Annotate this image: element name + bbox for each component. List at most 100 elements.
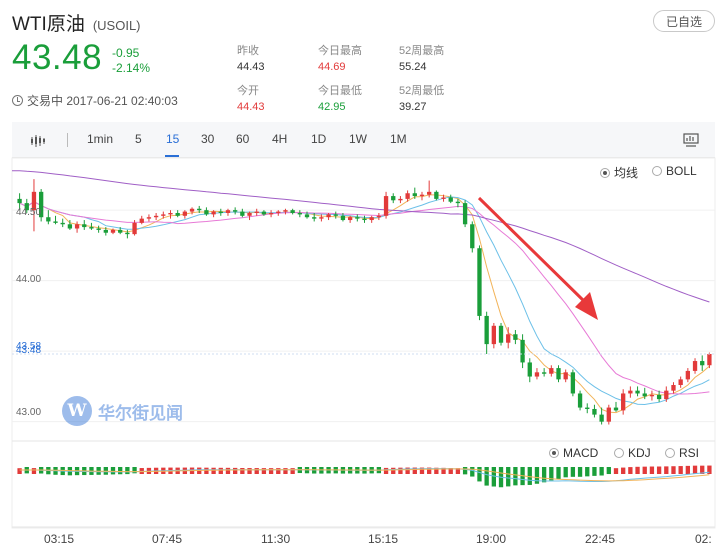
candle-body — [312, 217, 317, 219]
y-tick-label: 43.58 — [16, 341, 42, 352]
tab-interval-1m[interactable]: 1M — [390, 132, 407, 146]
candle-body — [60, 222, 65, 225]
tab-interval-60[interactable]: 60 — [236, 132, 250, 146]
candle-body — [570, 372, 576, 394]
status-time: 交易中 2017-06-21 02:40:03 — [27, 94, 178, 108]
candle-body — [685, 370, 691, 380]
candle-body — [175, 212, 180, 216]
candle-body — [240, 211, 245, 216]
radio-icon[interactable] — [600, 167, 610, 178]
candle-body — [534, 372, 540, 377]
stat-value: 44.69 — [318, 61, 346, 73]
macd-histogram-bar — [283, 468, 288, 474]
candle-body — [197, 208, 202, 211]
tab-interval-4h[interactable]: 4H — [272, 132, 288, 146]
x-tick-label: 11:30 — [261, 532, 291, 546]
candle-body — [642, 393, 647, 397]
candle-body — [340, 215, 346, 221]
stat-label: 52周最低 — [399, 85, 445, 97]
stat-label: 今日最低 — [318, 85, 362, 97]
macd-histogram-bar — [419, 467, 425, 474]
watermark-logo: W 华尔街见闻 — [62, 396, 183, 426]
radio-icon[interactable] — [665, 448, 675, 458]
watermark-w-icon: W — [62, 396, 92, 426]
macd-histogram-bar — [678, 466, 683, 474]
stat-prev-close: 昨收 44.43 — [237, 42, 265, 73]
x-tick-label: 15:15 — [368, 532, 399, 546]
stat-label: 52周最高 — [399, 45, 445, 57]
radio-icon[interactable] — [652, 166, 662, 176]
candle-body — [405, 193, 410, 199]
candle-body — [225, 210, 231, 213]
macd-histogram-bar — [628, 467, 633, 474]
candle-body — [74, 224, 80, 229]
macd-histogram-bar — [391, 467, 396, 474]
candle-body — [204, 210, 209, 215]
instrument-title: WTI原油 (USOIL) — [12, 9, 141, 36]
candle-body — [304, 214, 310, 218]
last-price: 43.48 — [12, 38, 103, 77]
clock-icon — [12, 95, 23, 106]
candle-body — [491, 325, 496, 345]
candlestick-icon[interactable] — [30, 134, 46, 152]
macd-histogram-bar — [462, 467, 468, 475]
candle-body — [649, 394, 655, 397]
tab-interval-15[interactable]: 15 — [166, 132, 180, 146]
macd-histogram-bar — [692, 465, 698, 474]
macd-histogram-bar — [211, 467, 216, 474]
indicator-toggle-rsi[interactable]: RSI — [665, 446, 699, 460]
candle-body — [470, 224, 475, 249]
candle-body — [168, 212, 173, 215]
radio-icon[interactable] — [614, 448, 624, 458]
macd-histogram-bar — [649, 466, 655, 474]
stat-52w-high: 52周最高 55.24 — [399, 42, 444, 73]
macd-histogram-bar — [642, 466, 647, 474]
chart-frame — [11, 157, 716, 529]
radio-icon[interactable] — [549, 448, 559, 458]
candle-body — [412, 193, 417, 197]
candle-body — [692, 361, 698, 371]
chart-settings-icon[interactable] — [683, 133, 699, 152]
macd-histogram-bar — [621, 467, 626, 474]
macd-histogram-bar — [541, 467, 547, 483]
candle-body — [664, 390, 669, 400]
macd-histogram-bar — [383, 467, 389, 474]
candle-body — [89, 227, 94, 229]
stat-value: 44.43 — [237, 61, 265, 73]
candle-body — [556, 368, 561, 380]
candle-body — [132, 222, 137, 235]
indicator-toggle-boll[interactable]: BOLL — [652, 164, 697, 178]
tab-interval-1d[interactable]: 1D — [311, 132, 327, 146]
tab-interval-1w[interactable]: 1W — [349, 132, 367, 146]
x-tick-label: 02: — [695, 532, 712, 546]
candle-body — [506, 334, 511, 343]
candle-body — [585, 407, 590, 409]
tab-interval-30[interactable]: 30 — [201, 132, 215, 146]
macd-histogram-bar — [656, 466, 662, 474]
candle-body — [139, 218, 144, 223]
macd-histogram-bar — [470, 467, 475, 477]
ma-line-orange-fast — [19, 194, 710, 414]
candle-body — [53, 221, 58, 223]
candle-body — [319, 217, 324, 219]
candle-body — [268, 212, 274, 215]
macd-histogram-bar — [254, 468, 259, 474]
indicator-toggle-macd[interactable]: MACD — [549, 446, 598, 460]
indicator-toggle-ma[interactable]: 均线 — [600, 164, 638, 181]
tab-interval-1min[interactable]: 1min — [87, 132, 114, 146]
ma-line-pink — [19, 201, 710, 395]
indicator-toggle-kdj[interactable]: KDJ — [614, 446, 651, 460]
candle-body — [549, 368, 554, 374]
tab-interval-5[interactable]: 5 — [135, 132, 142, 146]
candle-body — [628, 390, 633, 394]
candle-body — [96, 228, 101, 230]
candle-body — [182, 211, 188, 216]
candle-body — [189, 208, 195, 212]
candle-body — [347, 217, 353, 221]
candle-body — [541, 372, 547, 374]
candle-body — [599, 414, 604, 422]
watchlist-button[interactable]: 已自选 — [653, 10, 715, 32]
macd-histogram-bar — [484, 467, 489, 486]
macd-histogram-bar — [577, 467, 583, 477]
